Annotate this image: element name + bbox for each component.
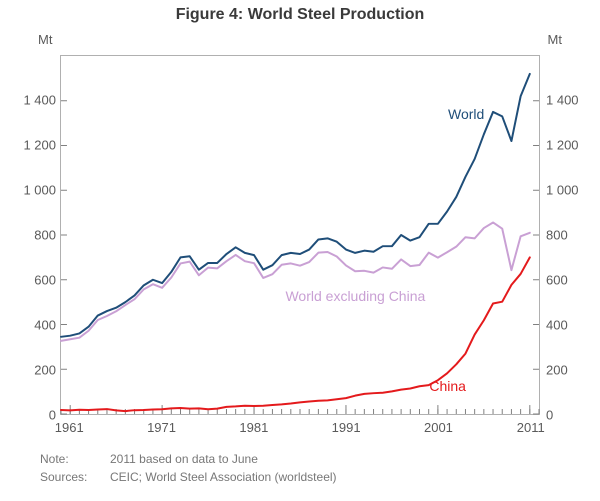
x-tick-label: 2011 [517,420,545,435]
figure-container: Figure 4: World Steel Production Mt Mt 0… [0,0,600,501]
x-tick-label: 2001 [424,420,453,435]
y-tick-label-left: 400 [6,318,56,333]
note-text: 2011 based on data to June [110,450,258,468]
plot-svg [61,56,539,414]
series-china [61,257,530,411]
y-tick-label-left: 1 000 [6,183,56,198]
sources-label: Sources: [40,468,110,486]
y-tick-label-right: 400 [546,318,596,333]
y-tick-label-right: 800 [546,228,596,243]
footnotes: Note: 2011 based on data to June Sources… [40,450,337,486]
y-tick-label-left: 0 [6,408,56,423]
y-axis-unit-left: Mt [38,32,52,47]
x-tick-label: 1991 [332,420,361,435]
plot-area [60,55,540,415]
sources-text: CEIC; World Steel Association (worldstee… [110,468,337,486]
y-axis-unit-right: Mt [548,32,562,47]
y-tick-label-left: 200 [6,363,56,378]
y-tick-label-left: 800 [6,228,56,243]
y-tick-label-left: 1 400 [6,93,56,108]
x-tick-label: 1981 [239,420,268,435]
x-tick-label: 1961 [55,420,84,435]
note-label: Note: [40,450,110,468]
x-tick-label: 1971 [147,420,176,435]
y-tick-label-right: 1 000 [546,183,596,198]
y-tick-label-left: 1 200 [6,138,56,153]
y-tick-label-right: 1 200 [546,138,596,153]
y-tick-label-right: 600 [546,273,596,288]
y-tick-label-right: 0 [546,408,596,423]
y-tick-label-left: 600 [6,273,56,288]
series-world [61,74,530,337]
axis-major-ticks [61,101,539,414]
y-tick-label-right: 200 [546,363,596,378]
chart-title: Figure 4: World Steel Production [0,6,600,24]
y-tick-label-right: 1 400 [546,93,596,108]
series-group [61,74,530,411]
series-world_ex_china [61,222,530,340]
